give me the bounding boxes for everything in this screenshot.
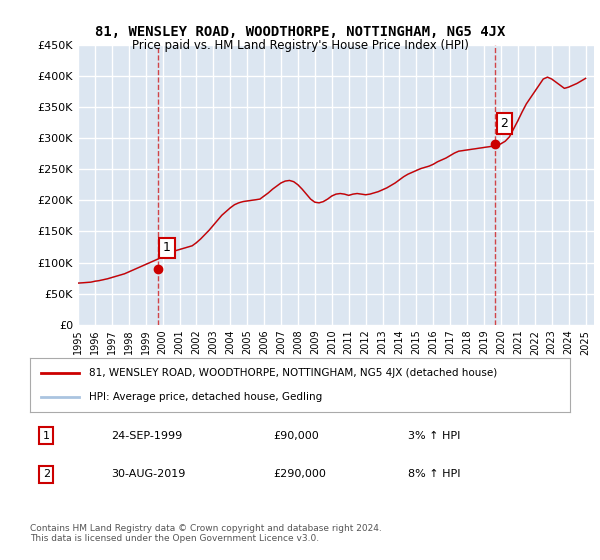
Text: 81, WENSLEY ROAD, WOODTHORPE, NOTTINGHAM, NG5 4JX (detached house): 81, WENSLEY ROAD, WOODTHORPE, NOTTINGHAM… <box>89 368 497 379</box>
Text: £290,000: £290,000 <box>273 469 326 479</box>
Text: £90,000: £90,000 <box>273 431 319 441</box>
Text: 24-SEP-1999: 24-SEP-1999 <box>111 431 182 441</box>
Text: Price paid vs. HM Land Registry's House Price Index (HPI): Price paid vs. HM Land Registry's House … <box>131 39 469 52</box>
Text: 1: 1 <box>43 431 50 441</box>
Text: Contains HM Land Registry data © Crown copyright and database right 2024.
This d: Contains HM Land Registry data © Crown c… <box>30 524 382 543</box>
Text: 8% ↑ HPI: 8% ↑ HPI <box>408 469 461 479</box>
Text: 3% ↑ HPI: 3% ↑ HPI <box>408 431 460 441</box>
Text: 2: 2 <box>500 117 508 130</box>
Text: 30-AUG-2019: 30-AUG-2019 <box>111 469 185 479</box>
Text: 2: 2 <box>43 469 50 479</box>
Text: 1: 1 <box>163 241 171 254</box>
Text: HPI: Average price, detached house, Gedling: HPI: Average price, detached house, Gedl… <box>89 391 323 402</box>
Text: 81, WENSLEY ROAD, WOODTHORPE, NOTTINGHAM, NG5 4JX: 81, WENSLEY ROAD, WOODTHORPE, NOTTINGHAM… <box>95 25 505 39</box>
